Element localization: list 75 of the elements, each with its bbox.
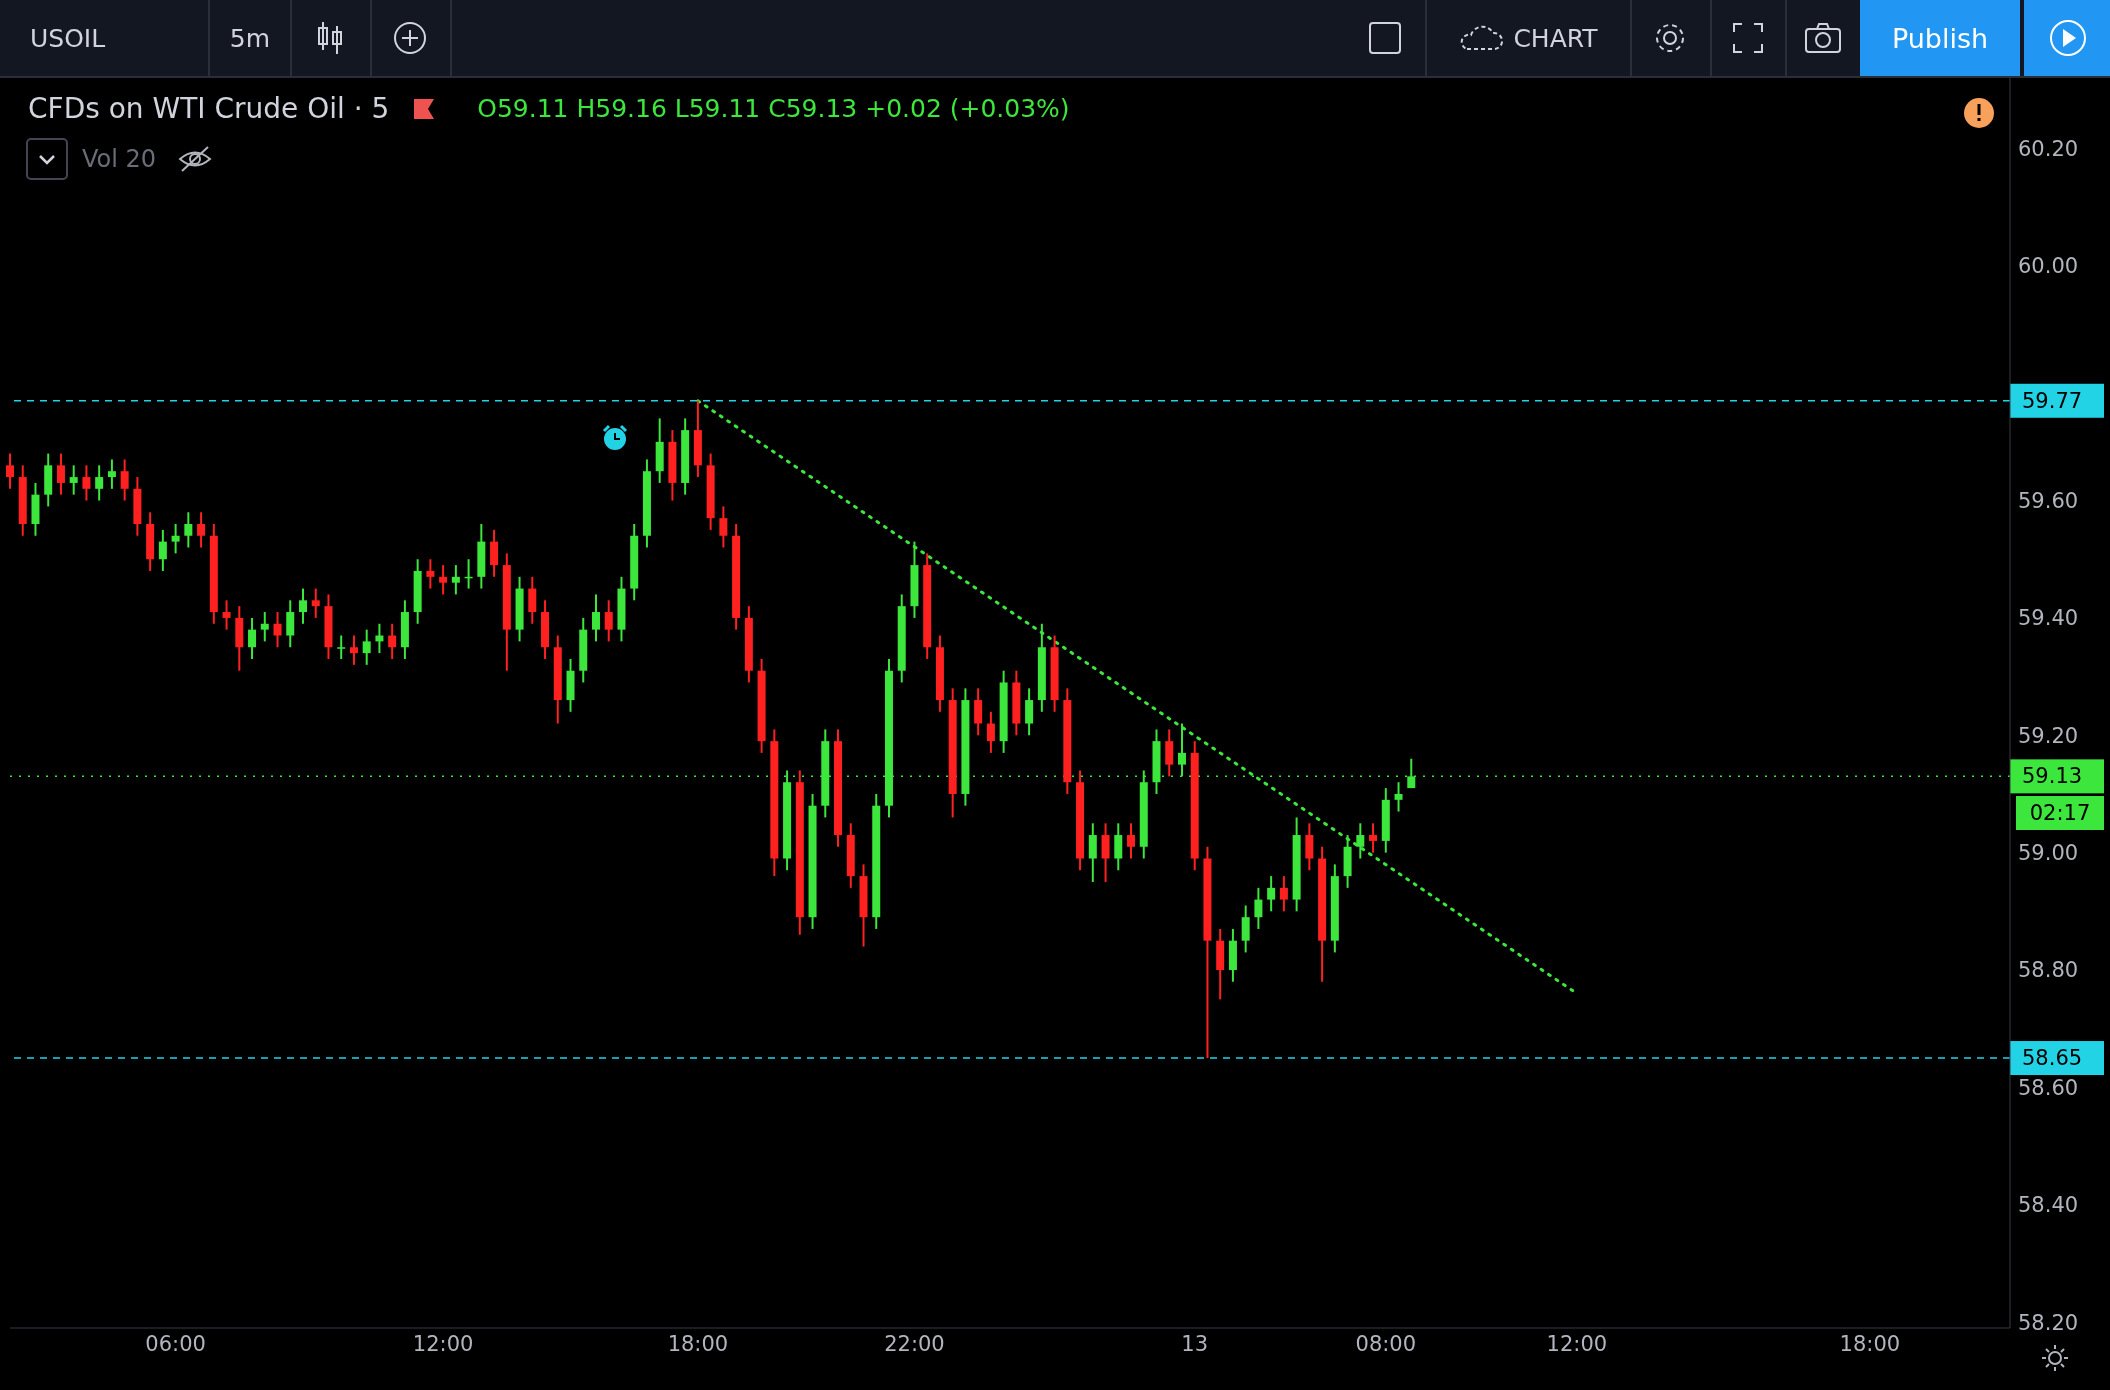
candlestick (248, 616, 257, 660)
candlestick (1394, 781, 1403, 813)
y-tick-label: 58.20 (2018, 1310, 2079, 1335)
annotation: O59.11 H59.16 L59.11 C59.13 +0.02 (+0.03%) (477, 94, 1070, 123)
candlestick (362, 628, 371, 666)
text: 02:17 (2016, 796, 2104, 830)
ref-line-label: 59.77 (2022, 388, 2083, 413)
text: CHART (1425, 0, 1632, 76)
candlestick (986, 710, 995, 754)
annotation: Vol 20 (82, 145, 157, 173)
y-tick-label: 58.40 (2018, 1193, 2079, 1218)
candlestick (388, 622, 397, 660)
candlestick (158, 528, 167, 572)
ref-line-label: 59.13 (2022, 764, 2083, 789)
candlestick (260, 611, 269, 643)
candlestick (69, 464, 78, 496)
candlestick (451, 564, 460, 596)
candlestick (349, 634, 358, 666)
candlestick (184, 511, 193, 549)
text: USOIL (0, 0, 210, 76)
y-tick-label: 58.60 (2018, 1075, 2079, 1100)
candlestick (311, 587, 320, 619)
candlestick (120, 458, 129, 502)
candlestick (171, 523, 180, 555)
x-tick-label: 18:00 (667, 1331, 729, 1356)
candlestick (591, 593, 600, 643)
y-tick-label: 60.00 (2018, 254, 2079, 279)
candlestick (298, 587, 307, 625)
y-tick-label: 58.80 (2018, 958, 2079, 983)
candlestick (1279, 875, 1288, 913)
candlestick (426, 558, 435, 590)
candlestick (490, 528, 499, 578)
candlestick (439, 564, 448, 596)
candlestick (197, 511, 206, 549)
text: 5m (210, 0, 292, 76)
candlestick (56, 452, 65, 496)
candlestick (1267, 875, 1276, 913)
x-tick-label: 22:00 (884, 1331, 945, 1356)
y-tick-label: 59.20 (2018, 723, 2079, 748)
x-tick-label: 08:00 (1355, 1331, 1417, 1356)
candlestick (6, 452, 14, 490)
candlestick (1165, 728, 1174, 778)
candlestick (1241, 904, 1250, 954)
candlestick (95, 464, 104, 502)
candlestick (82, 464, 91, 502)
candlestick (1127, 822, 1136, 860)
candlestick (337, 634, 346, 660)
y-tick-label: 59.60 (2018, 488, 2079, 513)
candlestick (1356, 822, 1365, 860)
candlestick (1369, 822, 1378, 854)
y-tick-label: 60.20 (2018, 136, 2079, 161)
y-tick-label: 59.00 (2018, 841, 2079, 866)
candlestick (1088, 822, 1097, 883)
candlestick (719, 505, 728, 549)
y-tick-label: 59.40 (2018, 606, 2079, 631)
candlestick (1254, 886, 1263, 930)
candlestick (1025, 687, 1034, 737)
x-tick-label: 13 (1181, 1331, 1209, 1356)
x-tick-label: 12:00 (412, 1331, 474, 1356)
x-tick-label: 06:00 (145, 1331, 206, 1356)
candlestick (222, 599, 231, 631)
text: CFDs on WTI Crude Oil · 5 (28, 92, 390, 125)
candlestick (107, 458, 116, 490)
candlestick (604, 599, 613, 643)
candlestick (974, 687, 983, 737)
ref-line-label: 58.65 (2022, 1046, 2083, 1071)
candlestick (528, 575, 537, 625)
candlestick (1305, 822, 1314, 872)
candlestick (1114, 822, 1123, 872)
candlestick (1101, 822, 1110, 883)
candlestick (273, 611, 282, 649)
x-tick-label: 12:00 (1546, 1331, 1608, 1356)
text: Publish (1860, 0, 2020, 76)
candlestick (286, 599, 295, 649)
x-tick-label: 18:00 (1839, 1331, 1901, 1356)
